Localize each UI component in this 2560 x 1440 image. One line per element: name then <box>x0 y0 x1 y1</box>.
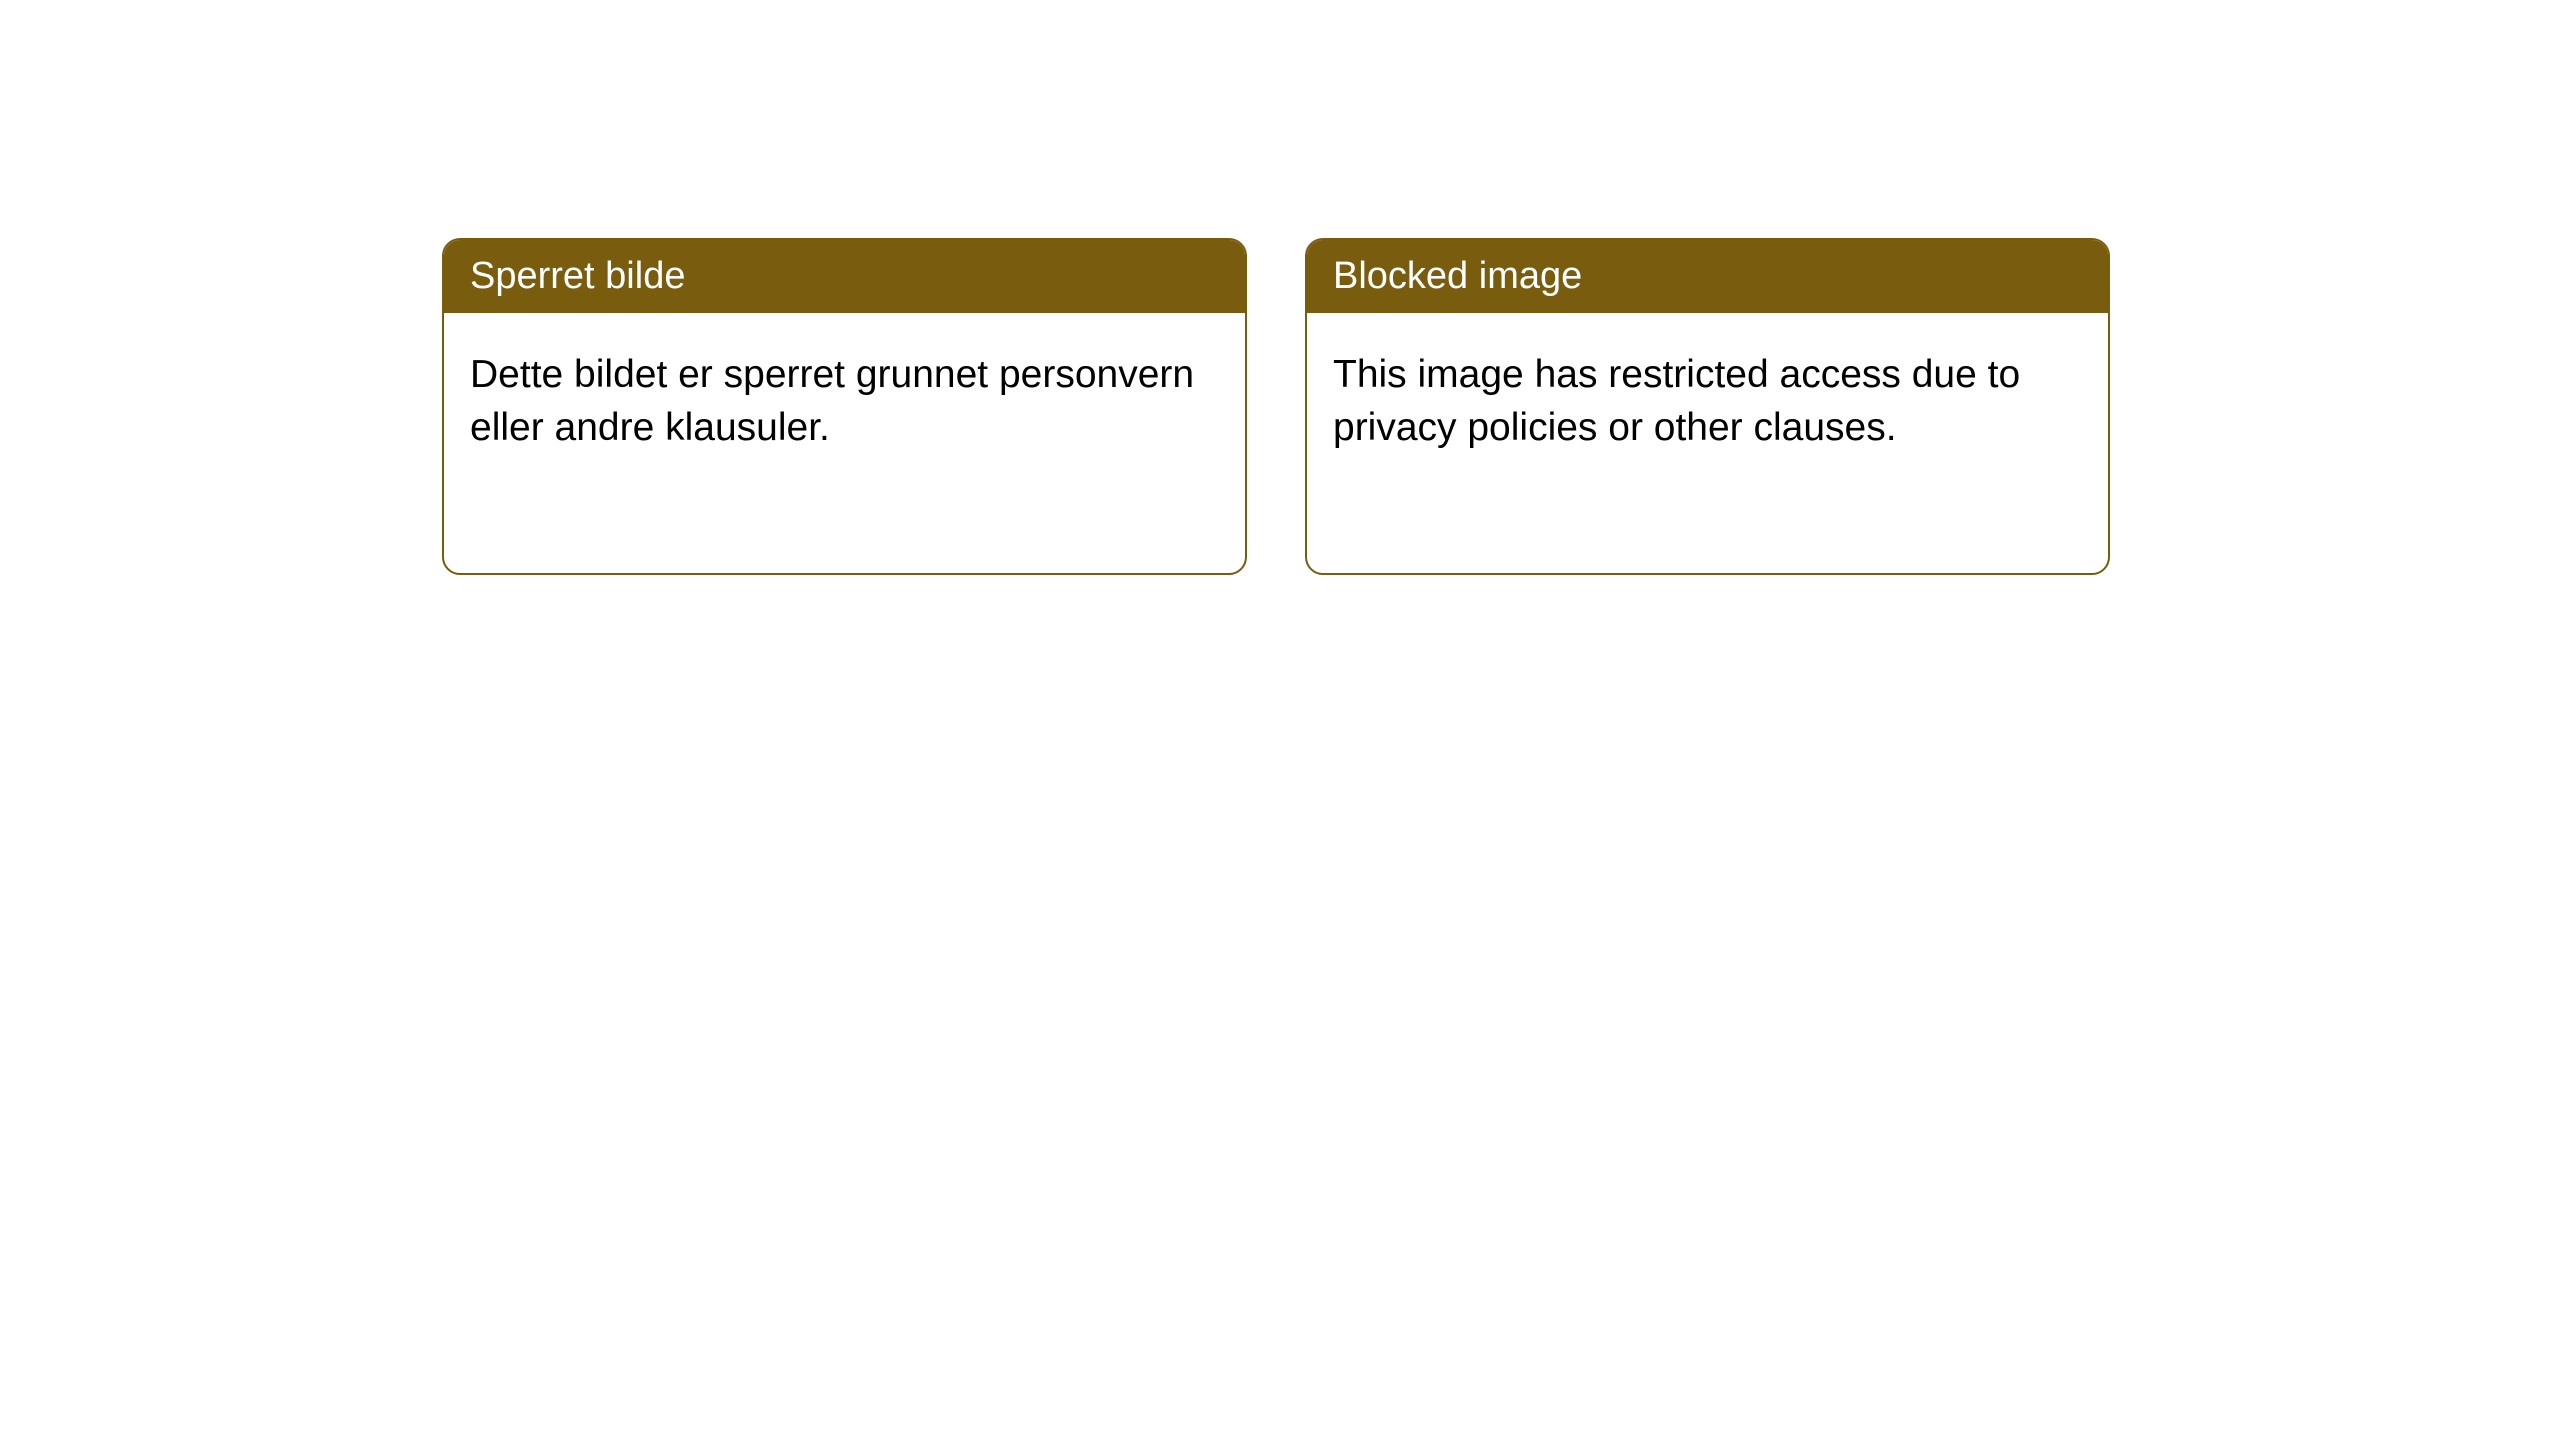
notice-body: Dette bildet er sperret grunnet personve… <box>444 313 1245 490</box>
notice-title: Blocked image <box>1307 240 2108 313</box>
notice-card-english: Blocked image This image has restricted … <box>1305 238 2110 575</box>
notice-container: Sperret bilde Dette bildet er sperret gr… <box>442 238 2110 575</box>
notice-title: Sperret bilde <box>444 240 1245 313</box>
notice-body: This image has restricted access due to … <box>1307 313 2108 490</box>
notice-card-norwegian: Sperret bilde Dette bildet er sperret gr… <box>442 238 1247 575</box>
